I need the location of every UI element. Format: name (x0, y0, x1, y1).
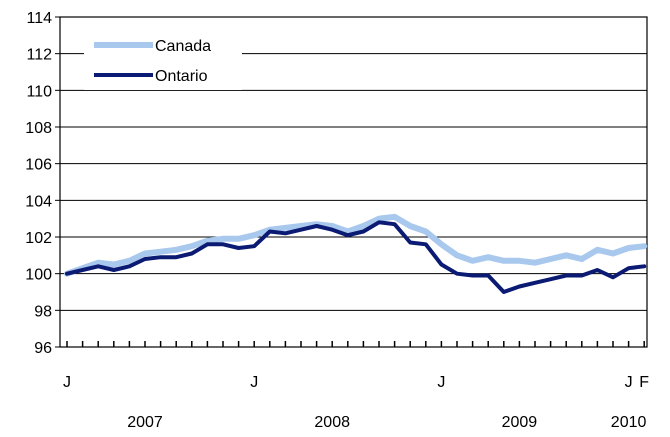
year-label: 2009 (502, 414, 538, 431)
legend-label-ontario: Ontario (155, 68, 208, 85)
y-tick-label: 96 (34, 340, 52, 357)
series-lines (64, 213, 648, 294)
x-tick-label: J (63, 374, 71, 391)
y-tick-label: 98 (34, 303, 52, 320)
y-tick-label: 108 (25, 120, 52, 137)
year-label: 2007 (127, 414, 163, 431)
y-tick-label: 106 (25, 157, 52, 174)
x-tick-label: F (639, 374, 649, 391)
gridlines (60, 53, 647, 311)
series-line-canada (64, 213, 648, 277)
plot-area-frame (59, 16, 648, 348)
x-tick-label: J (437, 374, 445, 391)
y-tick-label: 114 (26, 10, 52, 27)
y-tick-label: 110 (26, 83, 52, 100)
legend-box (84, 32, 242, 90)
x-tick-label: J (625, 374, 633, 391)
y-tick-label: 102 (25, 230, 52, 247)
x-tick-label: J (250, 374, 258, 391)
year-label: 2010 (611, 414, 647, 431)
year-label: 2008 (314, 414, 350, 431)
series-line-ontario (65, 220, 647, 294)
y-tick-label: 112 (26, 47, 52, 64)
y-tick-label: 100 (25, 267, 52, 284)
y-tick-label: 104 (25, 193, 52, 210)
legend-label-canada: Canada (155, 38, 211, 55)
legend: Canada Ontario (84, 32, 242, 90)
y-axis-ticks: 96 98 100 102 104 106 108 110 112 114 (25, 10, 60, 357)
